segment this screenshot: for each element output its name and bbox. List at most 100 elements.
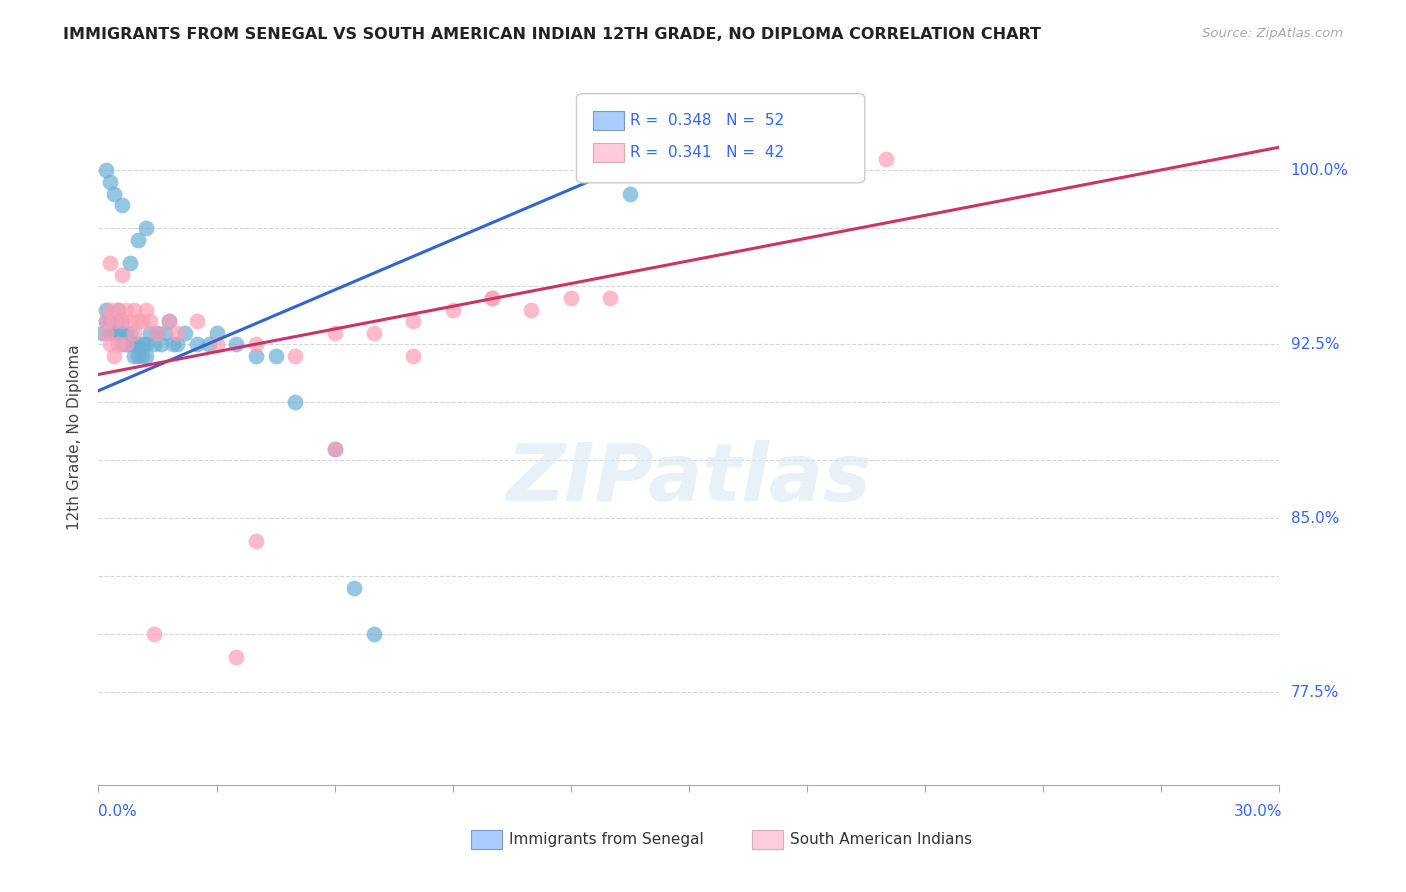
- Point: [245, 337, 267, 351]
- Point: [118, 326, 141, 340]
- Point: [142, 337, 165, 351]
- Point: [284, 395, 307, 409]
- Point: [122, 337, 145, 351]
- Point: [118, 337, 141, 351]
- Point: [225, 337, 247, 351]
- Point: [245, 349, 267, 363]
- Point: [162, 337, 184, 351]
- Point: [127, 314, 149, 328]
- Text: 100.0%: 100.0%: [1291, 163, 1348, 178]
- Point: [138, 314, 160, 328]
- Point: [96, 302, 118, 317]
- Text: 77.5%: 77.5%: [1291, 685, 1339, 699]
- Point: [138, 326, 160, 340]
- Text: R =  0.348   N =  52: R = 0.348 N = 52: [630, 113, 785, 128]
- Point: [98, 314, 121, 328]
- Point: [107, 326, 129, 340]
- Point: [127, 349, 149, 363]
- Point: [157, 314, 180, 328]
- Point: [205, 337, 228, 351]
- Text: 92.5%: 92.5%: [1291, 337, 1339, 351]
- Point: [107, 337, 129, 351]
- Point: [107, 302, 129, 317]
- Point: [103, 186, 125, 201]
- Text: IMMIGRANTS FROM SENEGAL VS SOUTH AMERICAN INDIAN 12TH GRADE, NO DIPLOMA CORRELAT: IMMIGRANTS FROM SENEGAL VS SOUTH AMERICA…: [63, 27, 1042, 42]
- Point: [205, 326, 228, 340]
- Point: [115, 302, 138, 317]
- Point: [103, 314, 125, 328]
- Point: [520, 302, 543, 317]
- Point: [96, 314, 118, 328]
- Point: [107, 302, 129, 317]
- Point: [135, 302, 157, 317]
- Point: [323, 442, 346, 456]
- Point: [166, 326, 188, 340]
- Point: [150, 337, 173, 351]
- Point: [560, 291, 582, 305]
- Point: [135, 221, 157, 235]
- Point: [127, 233, 149, 247]
- Point: [157, 314, 180, 328]
- Point: [146, 326, 169, 340]
- Text: 30.0%: 30.0%: [1234, 805, 1282, 819]
- Point: [441, 302, 464, 317]
- Point: [146, 326, 169, 340]
- Point: [107, 314, 129, 328]
- Point: [115, 326, 138, 340]
- Text: R =  0.341   N =  42: R = 0.341 N = 42: [630, 145, 785, 160]
- Point: [131, 337, 153, 351]
- Y-axis label: 12th Grade, No Diploma: 12th Grade, No Diploma: [67, 344, 83, 530]
- Text: 85.0%: 85.0%: [1291, 511, 1339, 525]
- Point: [98, 175, 121, 189]
- Point: [186, 314, 208, 328]
- Point: [142, 627, 165, 641]
- Point: [599, 291, 621, 305]
- Point: [96, 163, 118, 178]
- Point: [122, 302, 145, 317]
- Point: [98, 256, 121, 270]
- Point: [115, 337, 138, 351]
- Text: Immigrants from Senegal: Immigrants from Senegal: [509, 832, 704, 847]
- Point: [225, 650, 247, 665]
- Point: [186, 337, 208, 351]
- Point: [111, 337, 134, 351]
- Point: [118, 256, 141, 270]
- Point: [111, 326, 134, 340]
- Point: [131, 314, 153, 328]
- Point: [103, 326, 125, 340]
- Point: [264, 349, 287, 363]
- Point: [115, 337, 138, 351]
- Point: [127, 337, 149, 351]
- Point: [402, 314, 425, 328]
- Point: [284, 349, 307, 363]
- Point: [122, 349, 145, 363]
- Point: [174, 326, 197, 340]
- Text: 0.0%: 0.0%: [98, 805, 138, 819]
- Point: [166, 337, 188, 351]
- Point: [111, 268, 134, 282]
- Point: [481, 291, 503, 305]
- Point: [323, 326, 346, 340]
- Point: [131, 349, 153, 363]
- Point: [363, 326, 385, 340]
- Point: [98, 302, 121, 317]
- Point: [323, 442, 346, 456]
- Point: [402, 349, 425, 363]
- Point: [875, 152, 897, 166]
- Text: Source: ZipAtlas.com: Source: ZipAtlas.com: [1202, 27, 1343, 40]
- Point: [481, 291, 503, 305]
- Point: [103, 314, 125, 328]
- Point: [619, 186, 641, 201]
- Point: [135, 337, 157, 351]
- Point: [245, 534, 267, 549]
- Point: [111, 314, 134, 328]
- Point: [118, 314, 141, 328]
- Point: [98, 326, 121, 340]
- Point: [122, 326, 145, 340]
- Point: [155, 326, 177, 340]
- Point: [91, 326, 114, 340]
- Point: [135, 349, 157, 363]
- Text: ZIPatlas: ZIPatlas: [506, 440, 872, 518]
- Point: [111, 198, 134, 212]
- Point: [111, 314, 134, 328]
